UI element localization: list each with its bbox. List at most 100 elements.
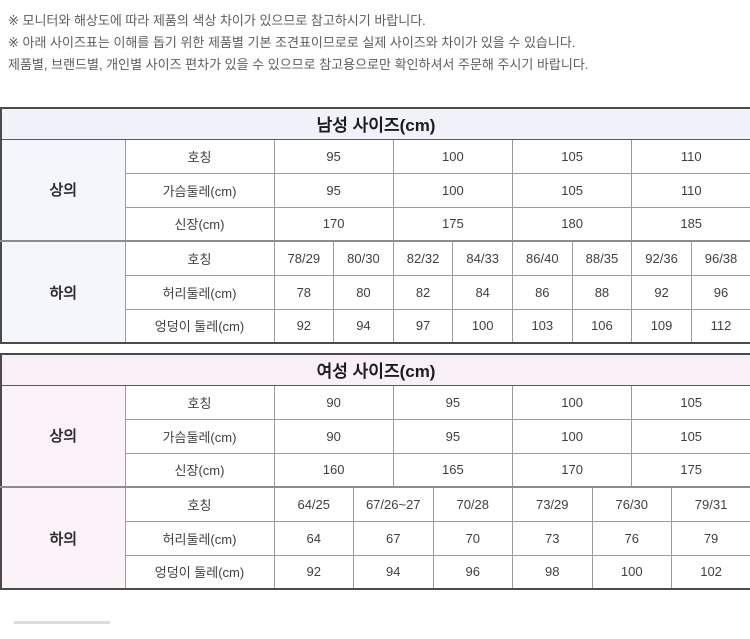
table-row: 상의 호칭 90 95 100 105 [0, 384, 750, 488]
size-value-cell: 92 [631, 274, 692, 310]
size-value-cell: 94 [353, 554, 434, 590]
women-size-table: 여성 사이즈(cm) 상의 호칭 90 95 100 105 가슴둘레(cm) 90 95 100… [0, 353, 750, 590]
section-label: 상의 [0, 138, 126, 242]
size-value-cell: 96 [690, 274, 750, 310]
size-value-cell: 105 [631, 384, 750, 420]
attribute-label: 호칭 [124, 384, 275, 420]
attribute-label: 신장(cm) [124, 206, 275, 242]
men-table-title: 남성 사이즈(cm) [0, 107, 750, 140]
size-value-cell: 185 [631, 206, 750, 242]
table-row: 엉덩이 둘레(cm) 92 94 96 98 100 102 [1, 554, 750, 590]
table-row: 상의 호칭 95 100 105 110 [0, 138, 750, 242]
table-row: 가슴둘레(cm) 90 95 100 105 [1, 418, 750, 454]
women-table-title: 여성 사이즈(cm) [0, 353, 750, 386]
size-value-cell: 90 [273, 384, 394, 420]
size-value-cell: 175 [631, 452, 750, 488]
attribute-label: 허리둘레(cm) [124, 274, 275, 310]
table-row: 허리둘레(cm) 78 80 82 84 86 88 92 96 [1, 274, 750, 310]
size-value-cell: 110 [631, 172, 750, 208]
size-value-cell: 92 [273, 554, 354, 590]
table-title-row: 여성 사이즈(cm) [0, 353, 750, 386]
section-label: 하의 [0, 486, 126, 590]
size-value-cell: 73/29 [512, 486, 593, 522]
size-value-cell: 82/32 [392, 240, 454, 276]
section-label: 하의 [0, 240, 126, 344]
size-value-cell: 105 [511, 172, 633, 208]
size-value-cell: 92 [273, 308, 335, 344]
table-row: 허리둘레(cm) 64 67 70 73 76 79 [1, 520, 750, 556]
size-value-cell: 97 [392, 308, 454, 344]
size-value-cell: 79/31 [671, 486, 750, 522]
table-row: 신장(cm) 160 165 170 175 [1, 452, 750, 488]
attribute-label: 엉덩이 둘레(cm) [124, 308, 275, 344]
size-value-cell: 96/38 [690, 240, 750, 276]
size-value-cell: 84 [452, 274, 513, 310]
size-value-cell: 78 [273, 274, 335, 310]
size-value-cell: 112 [690, 308, 750, 344]
size-value-cell: 86 [512, 274, 573, 310]
size-value-cell: 80 [333, 274, 394, 310]
attribute-label: 엉덩이 둘레(cm) [124, 554, 275, 590]
size-value-cell: 70/28 [432, 486, 513, 522]
notice-line-2: ※ 아래 사이즈표는 이해를 돕기 위한 제품별 기본 조견표이므로로 실제 사… [8, 35, 576, 50]
size-value-cell: 95 [392, 384, 514, 420]
attribute-label: 신장(cm) [124, 452, 275, 488]
size-value-cell: 106 [571, 308, 633, 344]
size-value-cell: 92/36 [631, 240, 692, 276]
size-value-cell: 76/30 [591, 486, 672, 522]
table-row: 신장(cm) 170 175 180 185 [1, 206, 750, 242]
size-value-cell: 105 [511, 138, 633, 174]
size-value-cell: 170 [273, 206, 394, 242]
size-value-cell: 110 [631, 138, 750, 174]
size-value-cell: 100 [452, 308, 513, 344]
size-value-cell: 170 [511, 452, 633, 488]
size-value-cell: 67 [353, 520, 434, 556]
table-title-row: 남성 사이즈(cm) [0, 107, 750, 140]
size-value-cell: 95 [273, 172, 394, 208]
size-value-cell: 79 [671, 520, 750, 556]
size-value-cell: 82 [392, 274, 454, 310]
size-value-cell: 160 [273, 452, 394, 488]
table-row: 엉덩이 둘레(cm) 92 94 97 100 103 106 109 112 [1, 308, 750, 344]
section-label: 상의 [0, 384, 126, 488]
attribute-label: 가슴둘레(cm) [124, 172, 275, 208]
size-value-cell: 100 [591, 554, 672, 590]
size-value-cell: 96 [432, 554, 513, 590]
size-value-cell: 70 [432, 520, 513, 556]
size-value-cell: 95 [273, 138, 394, 174]
size-value-cell: 80/30 [333, 240, 394, 276]
attribute-label: 호칭 [124, 486, 275, 522]
attribute-label: 호칭 [124, 138, 275, 174]
notice-line-3: 제품별, 브랜드별, 개인별 사이즈 편차가 있을 수 있으므로 참고용으로만 … [8, 57, 589, 72]
size-value-cell: 180 [511, 206, 633, 242]
size-guide-page: ※ 모니터와 해상도에 따라 제품의 색상 차이가 있으므로 참고하시기 바랍니… [0, 13, 750, 624]
size-value-cell: 94 [333, 308, 394, 344]
size-value-cell: 90 [273, 418, 394, 454]
attribute-label: 호칭 [124, 240, 275, 276]
size-value-cell: 98 [512, 554, 593, 590]
size-value-cell: 102 [671, 554, 750, 590]
table-row: 가슴둘레(cm) 95 100 105 110 [1, 172, 750, 208]
size-value-cell: 64/25 [273, 486, 354, 522]
size-value-cell: 88/35 [571, 240, 633, 276]
men-size-table: 남성 사이즈(cm) 상의 호칭 95 100 105 110 가슴둘레(cm) 95 100 1… [0, 107, 750, 344]
size-value-cell: 100 [511, 418, 633, 454]
size-value-cell: 95 [392, 418, 514, 454]
size-value-cell: 100 [511, 384, 633, 420]
attribute-label: 허리둘레(cm) [124, 520, 275, 556]
size-value-cell: 109 [631, 308, 692, 344]
size-value-cell: 165 [392, 452, 514, 488]
size-value-cell: 100 [392, 172, 514, 208]
size-value-cell: 67/26~27 [353, 486, 434, 522]
table-row: 하의 호칭 78/29 80/30 82/32 84/33 86/40 88/35 92/36 9… [0, 240, 750, 344]
size-value-cell: 78/29 [273, 240, 335, 276]
size-value-cell: 84/33 [452, 240, 513, 276]
cropped-element-edge [14, 621, 110, 624]
size-value-cell: 100 [392, 138, 514, 174]
table-row: 하의 호칭 64/25 67/26~27 70/28 73/29 76/30 79/31 [0, 486, 750, 590]
size-value-cell: 86/40 [512, 240, 573, 276]
size-value-cell: 88 [571, 274, 633, 310]
size-value-cell: 103 [512, 308, 573, 344]
size-value-cell: 105 [631, 418, 750, 454]
size-value-cell: 64 [273, 520, 354, 556]
